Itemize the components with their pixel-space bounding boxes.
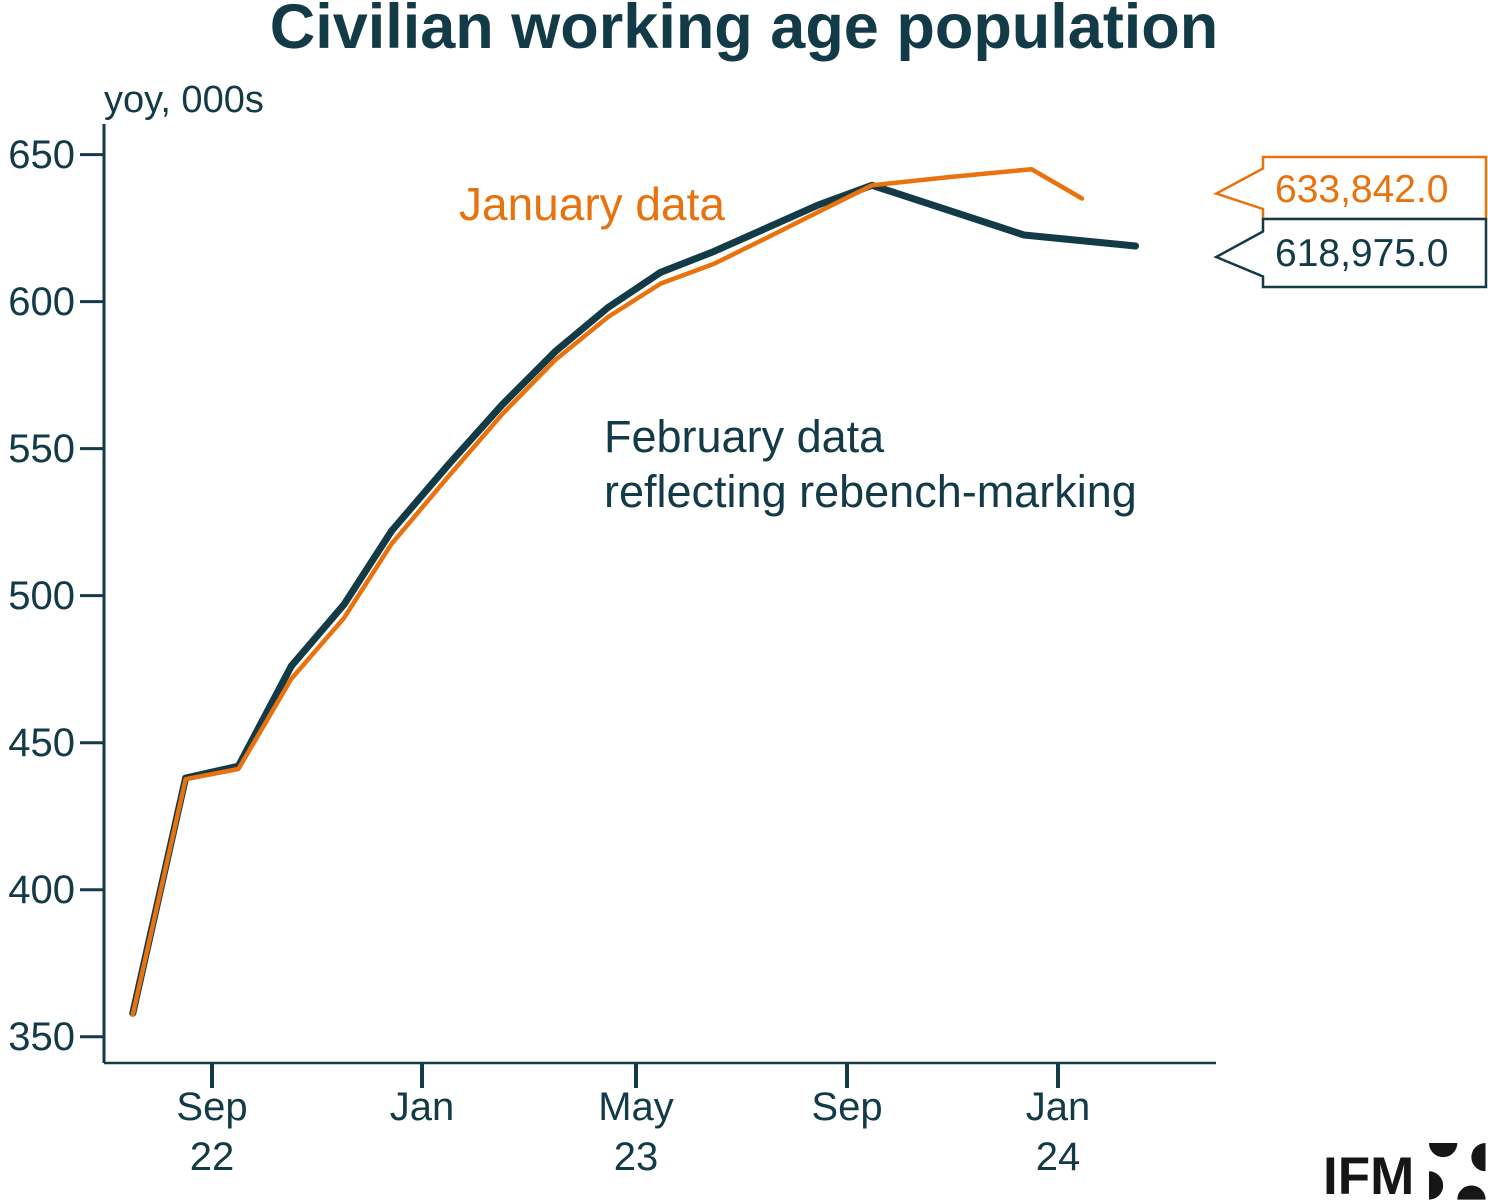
svg-text:23: 23 <box>614 1135 659 1179</box>
svg-text:450: 450 <box>8 721 75 765</box>
svg-text:reflecting rebench-marking: reflecting rebench-marking <box>604 466 1137 517</box>
svg-text:24: 24 <box>1036 1135 1081 1179</box>
svg-text:IFM: IFM <box>1323 1147 1414 1203</box>
svg-text:500: 500 <box>8 574 75 618</box>
svg-text:February data: February data <box>604 411 885 462</box>
svg-text:January data: January data <box>459 178 725 230</box>
svg-text:Sep: Sep <box>811 1085 882 1129</box>
svg-text:Jan: Jan <box>390 1085 455 1129</box>
svg-text:350: 350 <box>8 1015 75 1059</box>
svg-text:550: 550 <box>8 427 75 471</box>
svg-text:633,842.0: 633,842.0 <box>1275 168 1449 211</box>
svg-text:Civilian working age populatio: Civilian working age population <box>270 0 1219 62</box>
svg-text:22: 22 <box>190 1135 235 1179</box>
svg-text:May: May <box>598 1085 674 1129</box>
svg-text:650: 650 <box>8 133 75 177</box>
svg-text:yoy, 000s: yoy, 000s <box>104 79 264 121</box>
svg-text:Jan: Jan <box>1026 1085 1091 1129</box>
svg-text:600: 600 <box>8 280 75 324</box>
svg-text:400: 400 <box>8 868 75 912</box>
svg-text:Sep: Sep <box>176 1085 247 1129</box>
svg-text:618,975.0: 618,975.0 <box>1275 232 1449 275</box>
